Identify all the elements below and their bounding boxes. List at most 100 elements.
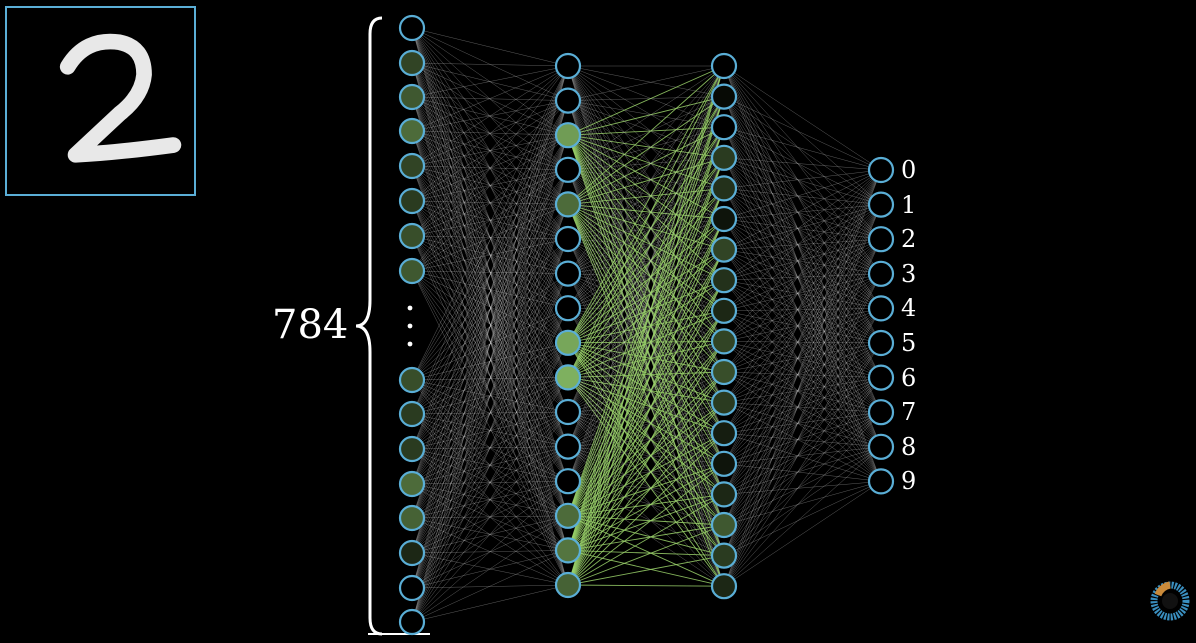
- connection-line: [411, 27, 569, 551]
- connection-line: [411, 130, 569, 413]
- connection-line: [723, 446, 882, 465]
- connection-line: [567, 204, 725, 587]
- connection-line: [567, 432, 725, 551]
- connection-line: [723, 308, 882, 587]
- connection-line: [567, 96, 725, 344]
- connection-line: [723, 188, 882, 205]
- connection-line: [411, 62, 569, 171]
- connection-line: [567, 402, 725, 517]
- connection-line: [723, 188, 882, 309]
- connection-line: [723, 188, 882, 344]
- connection-line: [411, 135, 569, 589]
- connection-line: [567, 480, 725, 526]
- connection-line: [411, 96, 569, 516]
- connection-line: [411, 270, 569, 344]
- connection-line: [723, 377, 882, 495]
- connection-line: [723, 169, 882, 464]
- connection-line: [723, 96, 882, 482]
- output-neuron: [867, 295, 895, 322]
- connection-line: [723, 157, 882, 344]
- connection-line: [723, 204, 882, 495]
- connection-line: [411, 308, 569, 589]
- connection-line: [411, 130, 569, 136]
- connection-line: [411, 65, 569, 589]
- connection-line: [723, 127, 882, 413]
- connection-line: [411, 96, 569, 171]
- connection-line: [411, 65, 569, 132]
- connection-line: [723, 238, 882, 342]
- connection-line: [411, 448, 569, 517]
- connection-line: [567, 341, 725, 517]
- connection-line: [567, 65, 725, 378]
- connection-line: [567, 249, 725, 378]
- connection-line: [723, 188, 882, 413]
- connection-line: [411, 200, 569, 309]
- connection-line: [411, 270, 569, 274]
- connection-line: [723, 188, 882, 240]
- connection-line: [723, 96, 882, 309]
- connection-line: [567, 65, 725, 447]
- connection-line: [567, 127, 725, 309]
- connection-line: [411, 62, 569, 67]
- connection-line: [723, 204, 882, 464]
- connection-line: [411, 377, 569, 381]
- connection-line: [567, 411, 725, 495]
- connection-line: [411, 238, 569, 519]
- connection-line: [411, 135, 569, 450]
- output-digit-label: 1: [901, 190, 917, 219]
- connection-line: [567, 188, 725, 586]
- connection-line: [567, 65, 725, 101]
- connection-line: [723, 310, 882, 413]
- connection-line: [567, 411, 725, 465]
- connection-line: [567, 218, 725, 344]
- connection-line: [411, 200, 569, 343]
- connection-line: [567, 65, 725, 136]
- connection-line: [567, 402, 725, 413]
- connection-line: [411, 62, 569, 309]
- connection-line: [723, 204, 882, 342]
- connection-line: [723, 279, 882, 344]
- connection-line: [567, 524, 725, 586]
- connection-line: [411, 165, 569, 240]
- connection-line: [411, 270, 569, 378]
- connection-line: [411, 377, 569, 519]
- connection-line: [411, 270, 569, 586]
- connection-line: [567, 157, 725, 413]
- connection-line: [411, 27, 569, 447]
- connection-line: [567, 100, 725, 556]
- connection-line: [567, 169, 725, 311]
- hidden2-neuron: [710, 573, 738, 600]
- connection-line: [411, 238, 569, 450]
- connection-line: [411, 552, 569, 586]
- connection-line: [411, 96, 569, 240]
- connection-line: [411, 165, 569, 586]
- input-neuron: [398, 435, 426, 463]
- 3blue1brown-pi-logo-icon[interactable]: [1150, 581, 1190, 621]
- connection-line: [567, 310, 725, 517]
- connection-line: [411, 238, 569, 623]
- connection-line: [567, 279, 725, 551]
- connection-line: [723, 249, 882, 344]
- connection-line: [567, 340, 725, 378]
- connection-line: [723, 239, 882, 495]
- connection-line: [723, 371, 882, 448]
- connection-line: [723, 169, 882, 311]
- connection-line: [723, 341, 882, 378]
- connection-line: [723, 65, 882, 274]
- connection-line: [567, 134, 725, 342]
- connection-line: [567, 249, 725, 447]
- connection-line: [567, 341, 725, 551]
- hidden2-neuron: [710, 450, 738, 477]
- connection-line: [411, 483, 569, 586]
- connection-line: [723, 218, 882, 378]
- connection-line: [411, 515, 569, 554]
- connection-line: [411, 135, 569, 415]
- output-neuron: [867, 329, 895, 357]
- connection-line: [411, 413, 569, 482]
- connection-line: [723, 239, 882, 434]
- connection-line: [411, 550, 569, 554]
- connection-line: [567, 341, 725, 482]
- connection-line: [723, 126, 882, 171]
- connection-line: [411, 273, 569, 554]
- connection-line: [723, 169, 882, 495]
